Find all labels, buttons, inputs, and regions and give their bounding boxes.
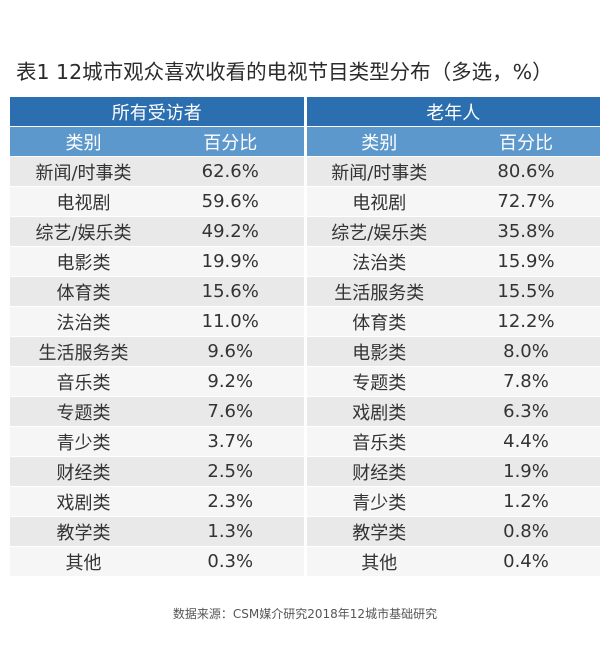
- cell-category-all: 青少类: [10, 426, 157, 457]
- cell-percent-all: 9.6%: [157, 336, 305, 367]
- cell-percent-elderly: 12.2%: [452, 306, 600, 337]
- group-header-elderly: 老年人: [303, 97, 600, 127]
- cell-category-elderly: 电视剧: [303, 186, 452, 217]
- cell-percent-all: 15.6%: [157, 276, 305, 307]
- cell-category-elderly: 财经类: [303, 456, 452, 487]
- table-row: 青少类 3.7% 音乐类 4.4%: [10, 426, 600, 457]
- table-row: 财经类 2.5% 财经类 1.9%: [10, 456, 600, 487]
- cell-percent-elderly: 1.2%: [452, 486, 600, 517]
- column-header-category-all: 类别: [10, 126, 157, 157]
- cell-percent-elderly: 0.4%: [452, 546, 600, 577]
- group-header-all: 所有受访者: [10, 97, 305, 127]
- column-header-percent-elderly: 百分比: [452, 126, 600, 157]
- table-row: 教学类 1.3% 教学类 0.8%: [10, 516, 600, 547]
- cell-category-all: 财经类: [10, 456, 157, 487]
- cell-category-elderly: 青少类: [303, 486, 452, 517]
- table-row: 电视剧 59.6% 电视剧 72.7%: [10, 186, 600, 217]
- cell-category-all: 体育类: [10, 276, 157, 307]
- cell-percent-all: 0.3%: [157, 546, 305, 577]
- cell-percent-elderly: 35.8%: [452, 216, 600, 247]
- table-row: 其他 0.3% 其他 0.4%: [10, 546, 600, 577]
- cell-category-elderly: 音乐类: [303, 426, 452, 457]
- cell-percent-elderly: 15.9%: [452, 246, 600, 277]
- source-note: 数据来源：CSM媒介研究2018年12城市基础研究: [172, 607, 438, 621]
- cell-percent-all: 1.3%: [157, 516, 305, 547]
- cell-category-all: 法治类: [10, 306, 157, 337]
- column-header-percent-all: 百分比: [157, 126, 305, 157]
- table-row: 综艺/娱乐类 49.2% 综艺/娱乐类 35.8%: [10, 216, 600, 247]
- cell-category-elderly: 教学类: [303, 516, 452, 547]
- cell-percent-elderly: 6.3%: [452, 396, 600, 427]
- cell-category-elderly: 生活服务类: [303, 276, 452, 307]
- cell-percent-elderly: 7.8%: [452, 366, 600, 397]
- cell-percent-all: 62.6%: [157, 156, 305, 187]
- cell-category-all: 电影类: [10, 246, 157, 277]
- table-row: 音乐类 9.2% 专题类 7.8%: [10, 366, 600, 397]
- cell-percent-all: 7.6%: [157, 396, 305, 427]
- cell-category-elderly: 综艺/娱乐类: [303, 216, 452, 247]
- cell-category-elderly: 法治类: [303, 246, 452, 277]
- cell-category-all: 电视剧: [10, 186, 157, 217]
- cell-percent-elderly: 4.4%: [452, 426, 600, 457]
- table-row: 新闻/时事类 62.6% 新闻/时事类 80.6%: [10, 156, 600, 187]
- cell-percent-elderly: 15.5%: [452, 276, 600, 307]
- cell-category-elderly: 体育类: [303, 306, 452, 337]
- cell-percent-all: 2.3%: [157, 486, 305, 517]
- cell-category-elderly: 电影类: [303, 336, 452, 367]
- cell-category-all: 新闻/时事类: [10, 156, 157, 187]
- cell-percent-elderly: 8.0%: [452, 336, 600, 367]
- cell-category-elderly: 戏剧类: [303, 396, 452, 427]
- cell-percent-elderly: 72.7%: [452, 186, 600, 217]
- page-title: 表1 12城市观众喜欢收看的电视节目类型分布（多选，%）: [16, 60, 553, 84]
- cell-percent-all: 2.5%: [157, 456, 305, 487]
- cell-category-all: 戏剧类: [10, 486, 157, 517]
- column-header-row: 类别 百分比 类别 百分比: [10, 126, 600, 157]
- cell-percent-all: 3.7%: [157, 426, 305, 457]
- cell-category-all: 专题类: [10, 396, 157, 427]
- cell-category-all: 音乐类: [10, 366, 157, 397]
- table-row: 电影类 19.9% 法治类 15.9%: [10, 246, 600, 277]
- table-row: 专题类 7.6% 戏剧类 6.3%: [10, 396, 600, 427]
- table-row: 生活服务类 9.6% 电影类 8.0%: [10, 336, 600, 367]
- cell-percent-all: 59.6%: [157, 186, 305, 217]
- column-header-category-elderly: 类别: [303, 126, 452, 157]
- cell-percent-all: 19.9%: [157, 246, 305, 277]
- table-row: 法治类 11.0% 体育类 12.2%: [10, 306, 600, 337]
- cell-category-all: 其他: [10, 546, 157, 577]
- cell-category-elderly: 其他: [303, 546, 452, 577]
- cell-category-all: 教学类: [10, 516, 157, 547]
- cell-percent-elderly: 0.8%: [452, 516, 600, 547]
- cell-percent-elderly: 1.9%: [452, 456, 600, 487]
- cell-category-elderly: 新闻/时事类: [303, 156, 452, 187]
- table-row: 戏剧类 2.3% 青少类 1.2%: [10, 486, 600, 517]
- table-row: 体育类 15.6% 生活服务类 15.5%: [10, 276, 600, 307]
- cell-category-all: 生活服务类: [10, 336, 157, 367]
- cell-category-all: 综艺/娱乐类: [10, 216, 157, 247]
- data-table: 所有受访者 老年人 类别 百分比 类别 百分比 新闻/时事类 62.6% 新闻/时事…: [10, 97, 600, 577]
- cell-category-elderly: 专题类: [303, 366, 452, 397]
- group-header-row: 所有受访者 老年人: [10, 97, 600, 127]
- cell-percent-all: 49.2%: [157, 216, 305, 247]
- cell-percent-all: 11.0%: [157, 306, 305, 337]
- cell-percent-elderly: 80.6%: [452, 156, 600, 187]
- cell-percent-all: 9.2%: [157, 366, 305, 397]
